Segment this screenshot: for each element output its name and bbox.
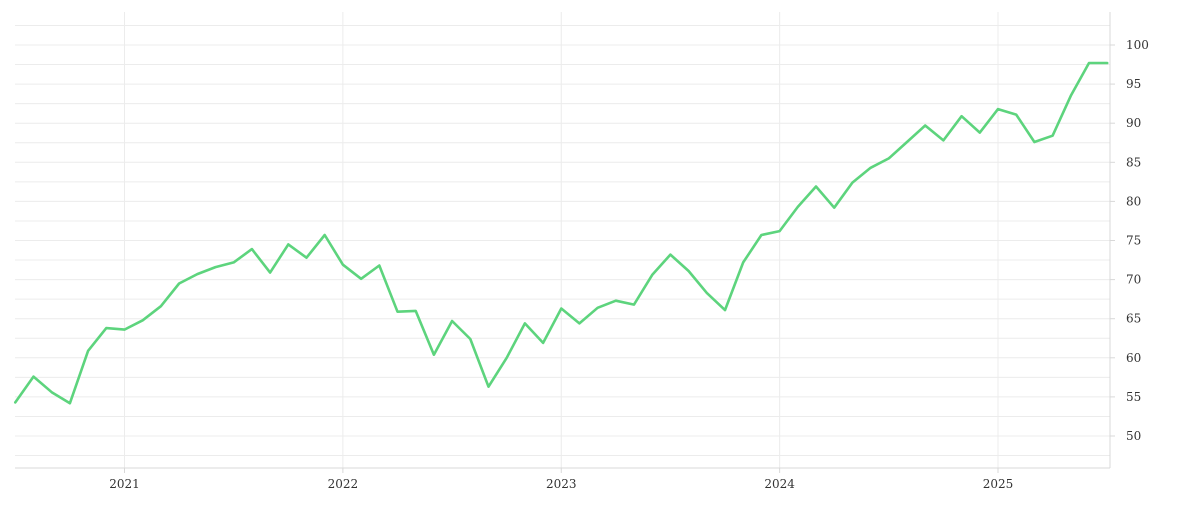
y-tick-label: 90 [1126, 116, 1141, 130]
x-tick-label: 2021 [109, 477, 140, 491]
grid-lines [15, 12, 1110, 468]
y-tick-label: 95 [1126, 77, 1141, 91]
y-tick-label: 60 [1126, 351, 1141, 365]
x-tick-label: 2025 [983, 477, 1014, 491]
y-tick-label: 85 [1126, 155, 1141, 169]
y-tick-label: 100 [1126, 38, 1149, 52]
y-tick-label: 55 [1126, 390, 1141, 404]
x-tick-label: 2023 [546, 477, 577, 491]
x-tick-labels: 2021 2022 2023 2024 2025 [109, 477, 1013, 491]
axes [15, 12, 1115, 473]
y-tick-label: 70 [1126, 273, 1141, 287]
series-line [14, 61, 1109, 405]
series-layer [14, 61, 1109, 405]
x-tick-label: 2022 [328, 477, 359, 491]
y-tick-label: 50 [1126, 429, 1141, 443]
x-tick-label: 2024 [764, 477, 795, 491]
y-tick-label: 65 [1126, 312, 1141, 326]
y-tick-label: 80 [1126, 194, 1141, 208]
y-tick-labels: 50 55 60 65 70 75 80 85 90 95 100 [1126, 38, 1149, 443]
y-tick-label: 75 [1126, 234, 1141, 248]
